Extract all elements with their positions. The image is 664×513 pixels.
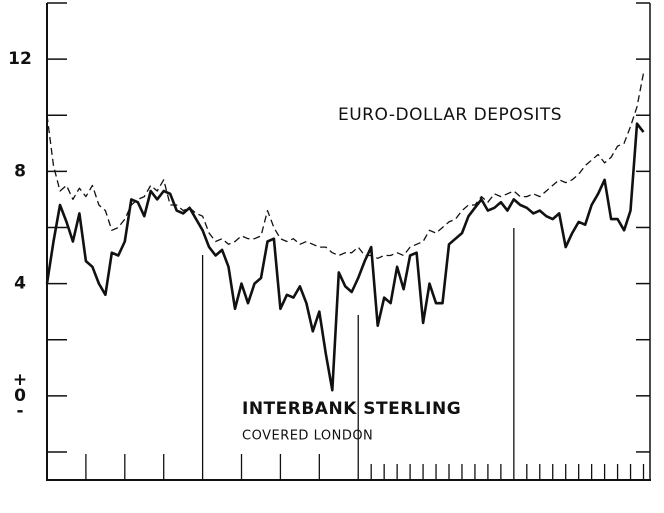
annotation: INTERBANK STERLING: [242, 399, 461, 419]
y-tick-label: 4: [14, 274, 26, 294]
series-line: [45, 122, 645, 392]
annotation: EURO-DOLLAR DEPOSITS: [338, 105, 562, 125]
y-tick-label: 0: [14, 386, 26, 406]
annotation: COVERED LONDON: [242, 429, 373, 444]
y-tick-label: 12: [8, 49, 32, 69]
series-line: [46, 72, 645, 259]
y-tick-label: 8: [14, 161, 26, 181]
zero-sign: -: [16, 401, 23, 421]
zero-sign: +: [13, 370, 27, 390]
